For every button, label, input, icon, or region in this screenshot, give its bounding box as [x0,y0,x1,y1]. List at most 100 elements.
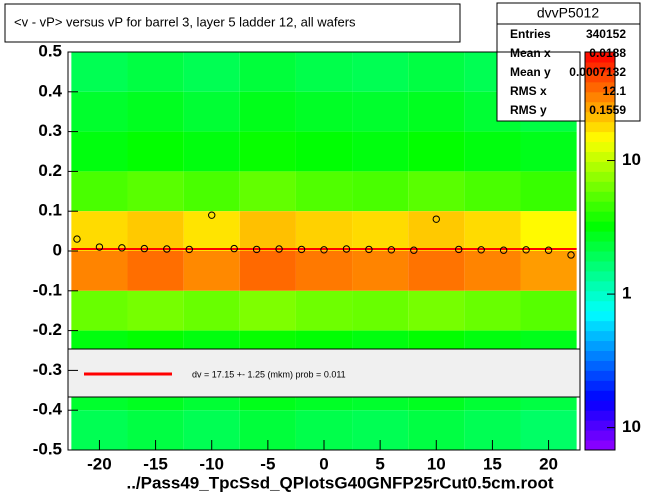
heat-cell [239,211,296,251]
heat-cell [520,251,577,291]
color-scale-step [585,131,615,143]
y-tick-label: -0.3 [33,360,62,379]
color-scale-step [585,320,615,332]
y-tick-label: 0.2 [38,161,62,180]
heat-cell [71,211,128,251]
profile-point [432,215,440,223]
color-scale-step [585,121,615,133]
x-tick-label: -10 [199,454,224,473]
color-scale-step [585,290,615,302]
heat-cell [464,290,521,331]
profile-point [230,244,238,253]
color-scale-step [585,191,615,202]
profile-point [73,235,81,243]
color-scale-step [585,251,615,262]
color-scale-step [585,221,615,232]
heat-cell [239,131,296,172]
profile-point [342,245,351,253]
color-scale-step [585,340,615,351]
color-scale-step [585,211,615,222]
color-scale-step [585,151,615,162]
y-tick-label: 0 [53,240,62,259]
heat-cell [127,251,184,291]
y-tick-label: 0.4 [38,81,62,100]
x-tick-label: -15 [143,454,168,473]
heat-cell [464,171,521,212]
heat-cell [127,171,184,212]
x-axis-title: ../Pass49_TpcSsd_QPlotsG40GNFP25rCut0.5c… [126,473,553,492]
x-tick-label: 10 [427,454,446,473]
heat-cell [71,251,128,291]
heat-cell [295,290,353,331]
color-scale-step [585,410,615,421]
x-tick-label: 5 [375,454,384,473]
heat-cell [239,251,296,291]
color-scale-step [585,440,615,451]
profile-point [275,245,283,253]
color-scale-step [585,300,615,312]
profile-point [185,245,193,254]
heat-cell [239,290,296,331]
stats-label: RMS x [510,84,547,98]
heat-cell [352,290,409,331]
stats-label: Entries [510,27,551,41]
heat-cell [408,131,465,172]
heat-cell [127,91,184,132]
y-tick-label: -0.2 [33,320,62,339]
stats-value: 0.1559 [589,103,626,117]
y-tick-label: 0.1 [38,201,62,220]
heat-cell [408,171,465,212]
heat-cell [520,171,577,212]
y-tick-label: 0.5 [38,41,62,60]
color-scale-step [585,280,615,292]
heat-cell [127,211,184,251]
color-scale-step [585,370,615,381]
heat-cell [408,211,465,251]
stats-value: 0.0188 [589,46,626,60]
color-scale-step [585,231,615,242]
heat-cell [127,290,184,331]
color-scale-step [585,101,615,113]
y-tick-label: -0.1 [33,280,62,299]
profile-point [297,245,306,254]
color-scale-step [585,430,615,441]
y-tick-label: -0.4 [33,400,63,419]
stats-title: dvvP5012 [537,5,599,21]
heat-cell [295,131,353,172]
stats-value: 0.0007132 [569,65,626,79]
color-scale-step [585,161,615,172]
z-tick-label: 1 [622,284,631,303]
color-scale-step [585,390,615,401]
color-scale-step [585,71,615,83]
heat-cell [71,91,128,132]
heat-cell [352,211,409,251]
heat-cell [295,171,353,212]
heat-cell [520,211,577,251]
color-scale-step [585,380,615,391]
heat-cell [408,52,465,92]
stats-label: Mean y [510,65,551,79]
heat-cell [352,91,409,132]
stats-value: 340152 [586,27,626,41]
z-tick-label: 10 [622,150,641,169]
profile-point [522,246,530,254]
heat-cell [183,251,240,291]
heat-cell [295,91,353,132]
heat-cell [408,91,465,132]
profile-point [208,211,216,219]
title-box [4,3,461,43]
profile-point [499,246,508,254]
profile-point [455,245,463,254]
heat-cell [71,290,128,331]
heat-cell [408,290,465,331]
heat-cell [127,131,184,172]
profile-point [567,251,575,259]
heat-cell [239,91,296,132]
stats-label: RMS y [510,103,547,117]
heat-cell [520,290,577,331]
profile-point [477,246,485,254]
x-tick-label: 20 [539,454,558,473]
profile-point [320,246,328,254]
color-scale-step [585,360,615,371]
